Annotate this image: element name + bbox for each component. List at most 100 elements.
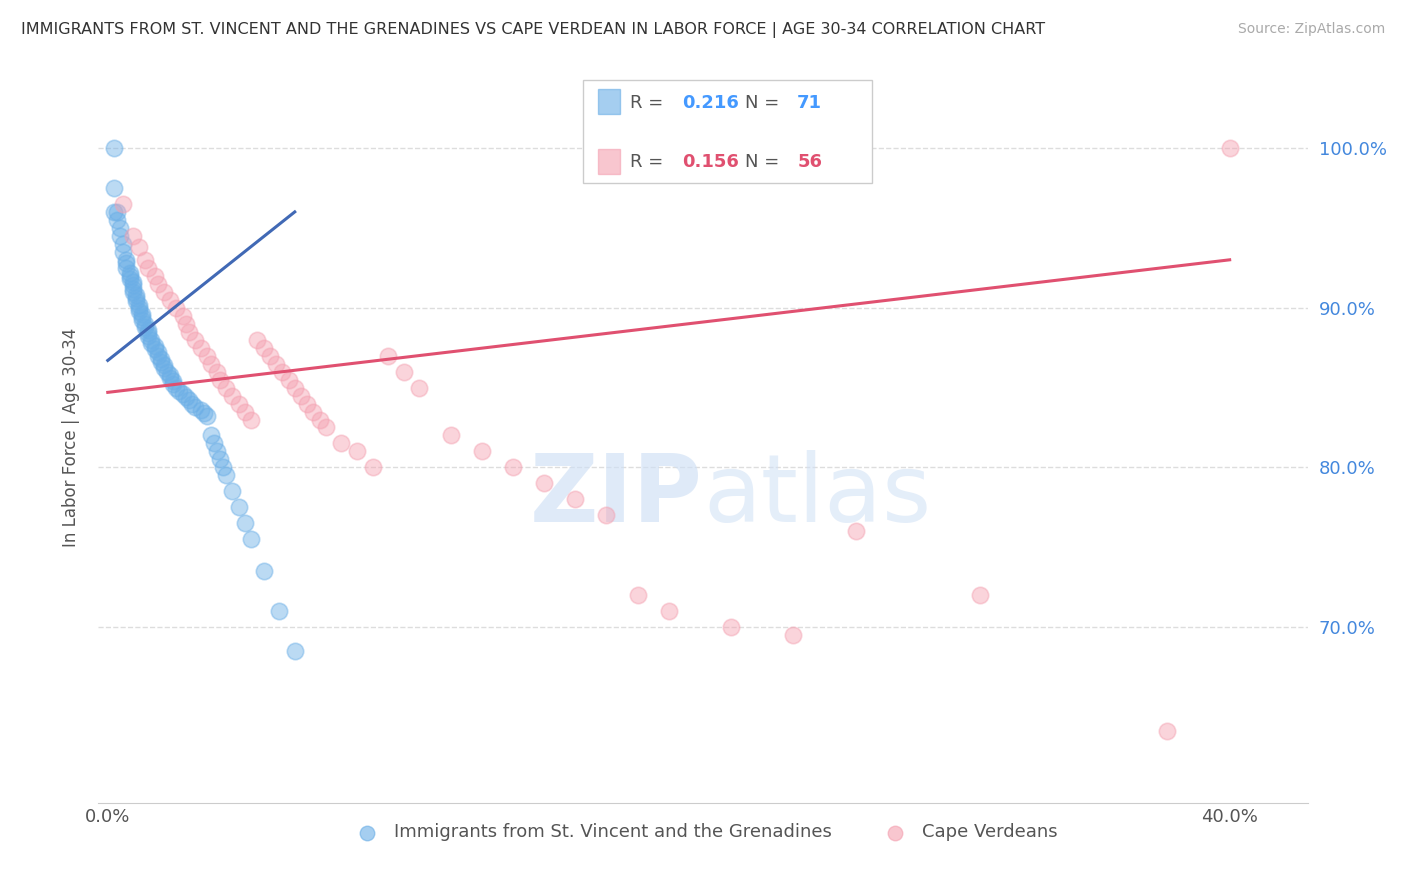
- Point: [264, 357, 287, 371]
- Point: [121, 281, 143, 295]
- Point: [205, 444, 228, 458]
- Point: [115, 252, 138, 267]
- Point: [177, 325, 200, 339]
- Point: [128, 304, 150, 318]
- Point: [121, 278, 143, 293]
- Text: Source: ZipAtlas.com: Source: ZipAtlas.com: [1237, 22, 1385, 37]
- Point: [131, 310, 153, 325]
- Point: [205, 365, 228, 379]
- Point: [149, 355, 172, 369]
- Point: [136, 323, 159, 337]
- Point: [297, 396, 319, 410]
- Point: [121, 285, 143, 299]
- Point: [269, 604, 291, 618]
- Point: [159, 293, 181, 307]
- Point: [172, 387, 194, 401]
- Point: [845, 524, 868, 539]
- Point: [252, 564, 274, 578]
- Legend: Immigrants from St. Vincent and the Grenadines, Cape Verdeans: Immigrants from St. Vincent and the Gren…: [342, 816, 1064, 848]
- Point: [118, 266, 141, 280]
- Point: [215, 468, 238, 483]
- Point: [169, 384, 191, 398]
- Point: [271, 365, 294, 379]
- Point: [720, 620, 742, 634]
- Point: [105, 213, 128, 227]
- Point: [125, 288, 148, 302]
- Point: [782, 628, 804, 642]
- Point: [156, 365, 179, 379]
- Point: [112, 244, 135, 259]
- Point: [302, 404, 325, 418]
- Point: [228, 396, 250, 410]
- Point: [146, 345, 169, 359]
- Point: [153, 285, 176, 299]
- Point: [190, 403, 212, 417]
- Point: [110, 220, 132, 235]
- Point: [246, 333, 269, 347]
- Point: [595, 508, 617, 523]
- Point: [330, 436, 353, 450]
- Point: [200, 357, 222, 371]
- Point: [112, 236, 135, 251]
- Point: [110, 228, 132, 243]
- Point: [141, 335, 163, 350]
- Point: [103, 141, 125, 155]
- Point: [131, 313, 153, 327]
- Point: [162, 377, 184, 392]
- Text: N =: N =: [745, 153, 785, 171]
- Point: [193, 406, 215, 420]
- Point: [146, 349, 169, 363]
- Point: [221, 388, 243, 402]
- Point: [184, 333, 207, 347]
- Point: [502, 460, 524, 475]
- Point: [125, 294, 148, 309]
- Point: [103, 181, 125, 195]
- Point: [215, 380, 238, 394]
- Point: [346, 444, 368, 458]
- Point: [146, 277, 169, 291]
- Point: [315, 420, 337, 434]
- Point: [125, 291, 148, 305]
- Point: [233, 404, 256, 418]
- Point: [174, 317, 197, 331]
- Point: [131, 307, 153, 321]
- Point: [143, 339, 166, 353]
- Point: [969, 588, 991, 602]
- Point: [208, 373, 231, 387]
- Point: [240, 412, 263, 426]
- Text: 0.216: 0.216: [682, 94, 738, 112]
- Point: [190, 341, 212, 355]
- Point: [308, 412, 330, 426]
- Text: N =: N =: [745, 94, 785, 112]
- Point: [184, 400, 207, 414]
- Point: [177, 393, 200, 408]
- Point: [533, 476, 555, 491]
- Point: [162, 374, 184, 388]
- Point: [197, 349, 219, 363]
- Point: [290, 388, 312, 402]
- Point: [564, 492, 586, 507]
- Point: [172, 309, 194, 323]
- Text: ZIP: ZIP: [530, 450, 703, 541]
- Point: [159, 368, 181, 382]
- Point: [200, 428, 222, 442]
- Point: [134, 252, 156, 267]
- Point: [626, 588, 648, 602]
- Point: [143, 343, 166, 357]
- Point: [143, 268, 166, 283]
- Point: [240, 533, 263, 547]
- Y-axis label: In Labor Force | Age 30-34: In Labor Force | Age 30-34: [62, 327, 80, 547]
- Point: [408, 380, 430, 394]
- Text: 56: 56: [797, 153, 823, 171]
- Point: [221, 484, 243, 499]
- Point: [136, 326, 159, 341]
- Point: [1219, 141, 1241, 155]
- Text: R =: R =: [630, 94, 669, 112]
- Point: [165, 380, 187, 394]
- Point: [180, 396, 202, 410]
- Point: [208, 452, 231, 467]
- Point: [284, 380, 307, 394]
- Point: [153, 361, 176, 376]
- Point: [259, 349, 281, 363]
- Point: [361, 460, 384, 475]
